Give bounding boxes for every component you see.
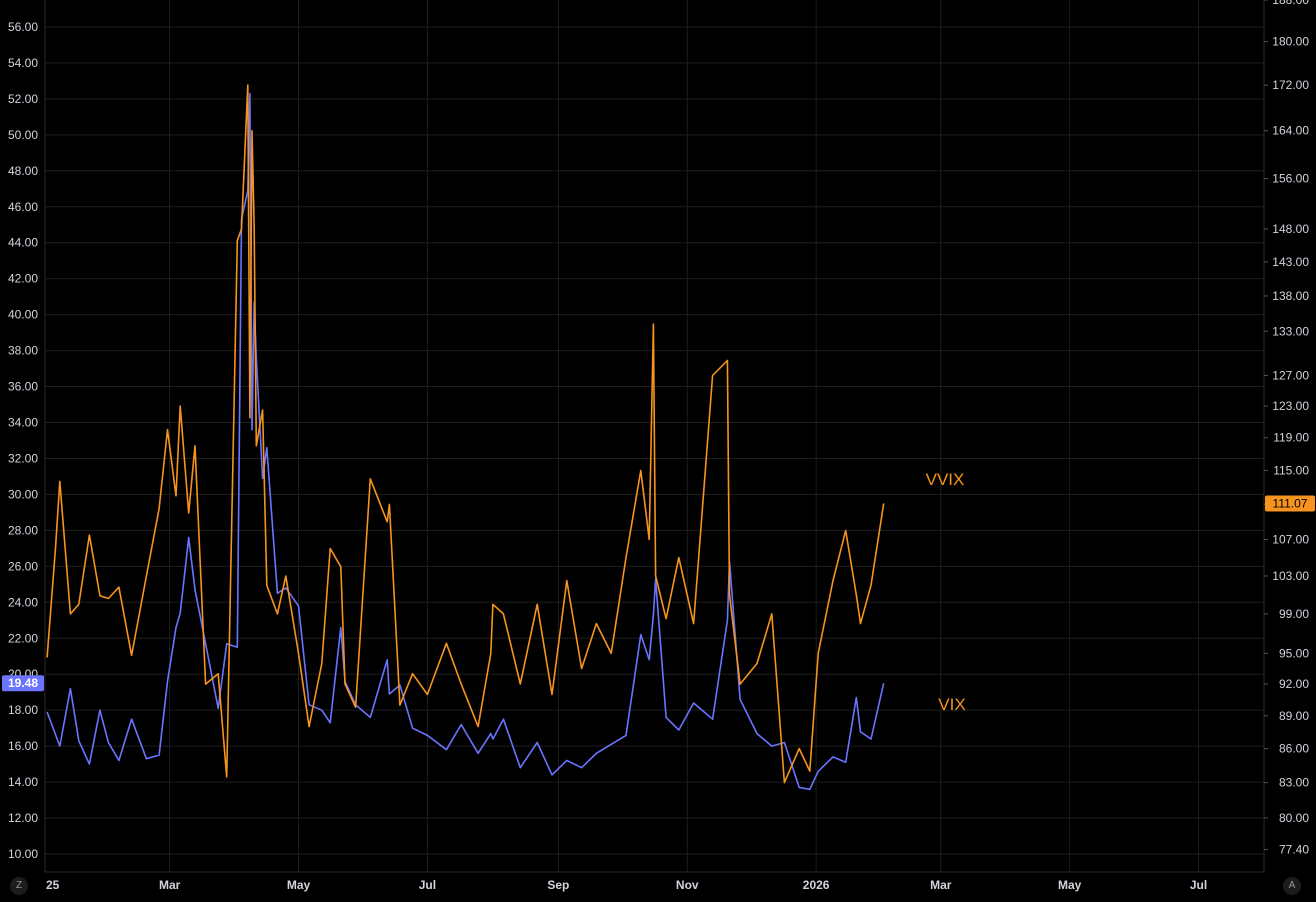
vvix-line [46,84,885,784]
left-tick-label: 50.00 [8,128,38,142]
right-tick-label: 188.00 [1272,0,1309,7]
left-tick-label: 24.00 [8,595,38,609]
right-tick-label: 115.00 [1273,463,1309,477]
left-tick-label: 42.00 [8,272,38,286]
right-tick-label: 103.00 [1272,569,1309,583]
vix-last-value-label: 19.48 [8,676,38,690]
right-tick-label: 180.00 [1272,35,1309,49]
right-tick-label: 107.00 [1272,532,1309,546]
left-tick-label: 22.00 [8,631,38,645]
x-tick-label: 2026 [803,878,830,892]
left-tick-label: 32.00 [8,451,38,465]
vix-last-value-marker [2,675,44,692]
left-tick-label: 48.00 [8,164,38,178]
left-tick-label: 52.00 [8,92,38,106]
x-tick-label: Mar [930,878,952,892]
vix-annotation: VIX [938,695,965,714]
x-tick-label: 25 [46,878,60,892]
right-tick-label: 80.00 [1279,811,1309,825]
left-axis-ticks: 56.00 54.00 52.00 50.00 48.00 46.00 44.00 42.00… [8,20,38,861]
left-tick-label: 18.00 [8,703,38,717]
x-tick-label: Sep [547,878,569,892]
right-tick-label: 77.40 [1279,842,1309,856]
right-tick-label: 123.00 [1272,399,1309,413]
left-tick-label: 34.00 [8,416,38,430]
right-tick-label: 99.00 [1279,607,1309,621]
left-tick-label: 12.00 [8,811,38,825]
right-tick-label: 164.00 [1272,124,1309,138]
left-tick-label: 28.00 [8,523,38,537]
left-tick-label: 54.00 [8,56,38,70]
right-axis-ticks: 188.00 180.00 172.00 164.00 156.00 148.00 143.… [1264,0,1309,856]
x-tick-label: May [1058,878,1082,892]
vvix-last-value-marker [1265,495,1315,512]
left-tick-label: 46.00 [8,200,38,214]
left-tick-label: 30.00 [8,487,38,501]
x-tick-label: Jul [419,878,436,892]
x-tick-label: Mar [159,878,181,892]
x-tick-label: May [287,878,311,892]
left-tick-label: 36.00 [8,380,38,394]
right-tick-label: 156.00 [1272,172,1309,186]
left-tick-label: 56.00 [8,20,38,34]
left-tick-label: 16.00 [8,739,38,753]
vvix-last-value-label: 111.07 [1273,497,1308,511]
right-tick-label: 143.00 [1272,255,1309,269]
last-value-markers: 19.48 111.07 [2,495,1315,692]
left-tick-label: 44.00 [8,236,38,250]
left-tick-label: 10.00 [8,847,38,861]
right-tick-label: 133.00 [1272,324,1309,338]
right-tick-label: 148.00 [1272,222,1309,236]
right-tick-label: 89.00 [1279,709,1309,723]
right-tick-label: 83.00 [1279,776,1309,790]
x-tick-label: Jul [1190,878,1207,892]
vvix-annotation: VVIX [926,470,965,489]
right-tick-label: 127.00 [1272,368,1309,382]
right-tick-label: 138.00 [1272,289,1309,303]
series-lines [46,84,885,791]
left-tick-label: 26.00 [8,559,38,573]
x-tick-label: Nov [676,878,699,892]
right-tick-label: 172.00 [1272,78,1309,92]
right-tick-label: 95.00 [1279,646,1309,660]
auto-scale-button[interactable]: A [1283,877,1301,895]
left-corner-button[interactable]: Z [10,877,28,895]
right-tick-label: 119.00 [1273,431,1309,445]
left-tick-label: 40.00 [8,308,38,322]
right-tick-label: 92.00 [1279,677,1309,691]
right-tick-label: 86.00 [1279,742,1309,756]
left-tick-label: 14.00 [8,775,38,789]
left-tick-label: 38.00 [8,344,38,358]
x-axis-ticks: 25 Mar May Jul Sep Nov 2026 Mar May Jul [46,878,1207,892]
series-annotations: VVIX VIX [926,470,966,714]
